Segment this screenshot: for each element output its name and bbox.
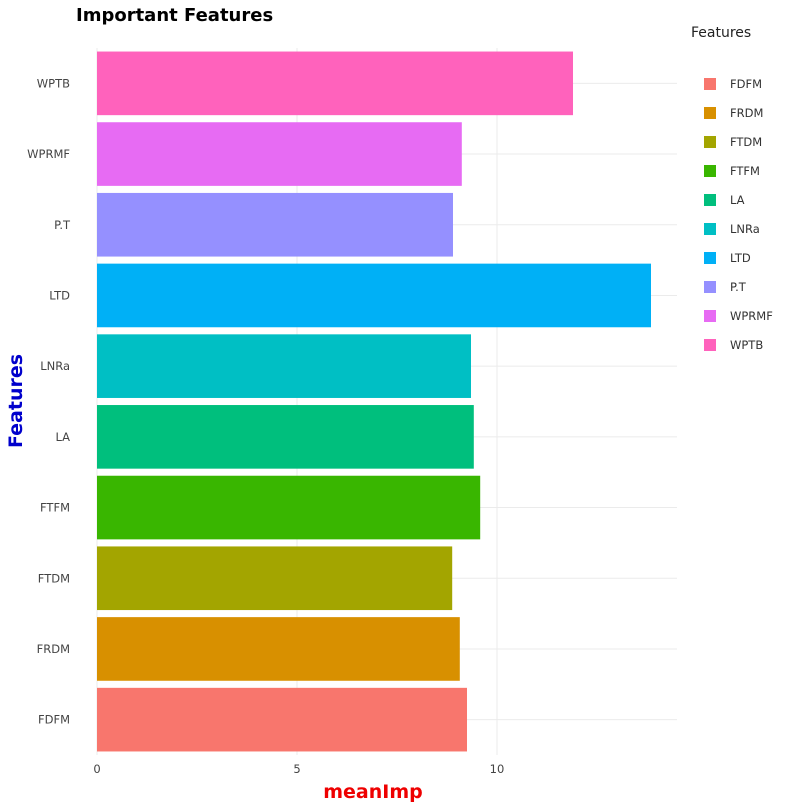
legend-label-la: LA — [730, 193, 745, 207]
legend-swatch-wptb — [704, 339, 716, 351]
legend-swatch-ftfm — [704, 165, 716, 177]
x-tick-label: 10 — [490, 762, 505, 776]
legend-label-ftdm: FTDM — [730, 135, 762, 149]
legend-label-frdm: FRDM — [730, 106, 763, 120]
bar-lnra — [97, 334, 471, 398]
bar-ftdm — [97, 546, 453, 611]
bar-wptb — [97, 51, 573, 116]
y-tick-label: FDFM — [38, 713, 70, 727]
legend-title: Features — [691, 25, 751, 41]
legend-swatch-ltd — [704, 252, 716, 264]
legend-label-p-t: P.T — [730, 280, 747, 294]
legend-label-lnra: LNRa — [730, 222, 760, 236]
bar-frdm — [97, 617, 460, 681]
y-tick-label: FTDM — [38, 571, 70, 585]
legend-label-ftfm: FTFM — [730, 164, 760, 178]
bar-p-t — [97, 192, 453, 257]
legend-label-fdfm: FDFM — [730, 77, 762, 91]
y-tick-label: WPRMF — [27, 147, 70, 161]
legend-swatch-p-t — [704, 281, 716, 293]
bar-ltd — [97, 263, 651, 328]
legend-swatch-la — [704, 194, 716, 206]
bar-fdfm — [97, 687, 467, 752]
y-tick-label: FTFM — [40, 501, 70, 515]
y-tick-label: LNRa — [40, 359, 70, 373]
y-axis-label: Features — [5, 354, 27, 448]
legend-swatch-frdm — [704, 107, 716, 119]
y-tick-labels: FDFM FRDM FTDM FTFM LA LNRa LTD P.T WPRMF WPTB — [27, 76, 71, 726]
legend-label-wptb: WPTB — [730, 338, 763, 352]
y-tick-label: WPTB — [37, 76, 70, 90]
legend-swatch-lnra — [704, 223, 716, 235]
y-tick-label: LTD — [49, 288, 70, 302]
legend-swatch-fdfm — [704, 78, 716, 90]
bar-ftfm — [97, 475, 481, 540]
legend-swatch-wprmf — [704, 310, 716, 322]
y-tick-label: LA — [55, 430, 70, 444]
bars — [97, 51, 651, 752]
bar-la — [97, 405, 474, 469]
bar-wprmf — [97, 122, 462, 186]
x-tick-label: 0 — [93, 762, 100, 776]
y-tick-label: P.T — [54, 218, 71, 232]
x-tick-labels: 0 5 10 — [93, 762, 504, 776]
x-axis-label: meanImp — [323, 781, 423, 802]
legend: Features FDFM FRDM FTDM FTFM LA LNRa LTD P.T WPR… — [691, 25, 773, 352]
x-tick-label: 5 — [293, 762, 300, 776]
chart-title: Important Features — [76, 5, 273, 26]
y-tick-label: FRDM — [37, 642, 70, 656]
legend-swatch-ftdm — [704, 136, 716, 148]
legend-label-wprmf: WPRMF — [730, 309, 773, 323]
legend-label-ltd: LTD — [730, 251, 751, 265]
